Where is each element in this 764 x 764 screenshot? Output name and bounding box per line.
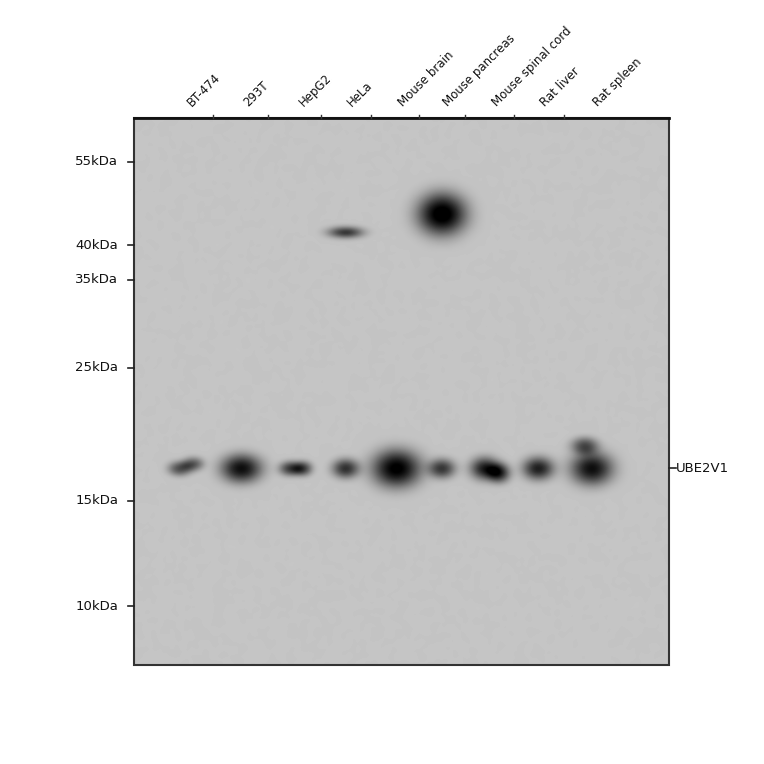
Text: Mouse brain: Mouse brain [396,49,456,109]
Text: HepG2: HepG2 [296,72,335,109]
Text: Mouse pancreas: Mouse pancreas [441,32,518,109]
Text: 35kDa: 35kDa [76,274,118,286]
Text: Rat liver: Rat liver [538,65,581,109]
Text: BT-474: BT-474 [185,71,223,109]
Text: 10kDa: 10kDa [76,600,118,613]
Bar [134,118,668,665]
Text: 55kDa: 55kDa [76,156,118,169]
Text: 15kDa: 15kDa [76,494,118,507]
Text: HeLa: HeLa [345,79,375,109]
Text: 25kDa: 25kDa [76,361,118,374]
Text: UBE2V1: UBE2V1 [676,461,730,474]
Text: 293T: 293T [241,79,270,109]
Text: Rat spleen: Rat spleen [591,56,644,109]
Text: 40kDa: 40kDa [76,238,118,251]
Text: Mouse spinal cord: Mouse spinal cord [490,24,574,109]
